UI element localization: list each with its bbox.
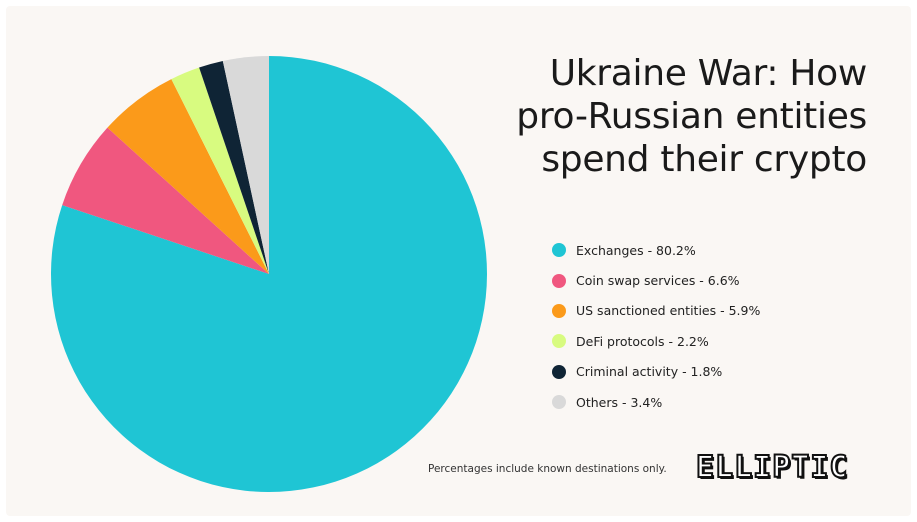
- legend-item-coin-swap: Coin swap services - 6.6%: [552, 265, 760, 295]
- legend-item-criminal: Criminal activity - 1.8%: [552, 357, 760, 387]
- legend-swatch-exchanges: [552, 243, 566, 258]
- legend-label-criminal: Criminal activity - 1.8%: [576, 364, 723, 380]
- chart-title-line-1: Ukraine War: How: [549, 53, 868, 94]
- pie-slice-us-sanctioned: [107, 79, 269, 274]
- legend-item-us-sanctioned: US sanctioned entities - 5.9%: [552, 296, 760, 326]
- pie-slice-coin-swap: [62, 127, 269, 274]
- chart-title: Ukraine War: How pro-Russian entities sp…: [447, 52, 867, 181]
- legend-label-us-sanctioned: US sanctioned entities - 5.9%: [576, 303, 761, 319]
- chart-title-line-3: spend their crypto: [541, 139, 867, 180]
- legend-label-exchanges: Exchanges - 80.2%: [576, 242, 696, 258]
- legend-item-exchanges: Exchanges - 80.2%: [552, 235, 760, 265]
- elliptic-logo: ELLIPTIC: [695, 449, 849, 486]
- legend-swatch-us-sanctioned: [552, 303, 566, 318]
- chart-card: Ukraine War: How pro-Russian entities sp…: [6, 6, 911, 516]
- legend-label-others: Others - 3.4%: [576, 394, 663, 410]
- legend-label-defi: DeFi protocols - 2.2%: [576, 333, 709, 349]
- legend-swatch-defi: [552, 334, 566, 349]
- pie-slice-exchanges: [51, 56, 488, 492]
- chart-title-line-2: pro-Russian entities: [516, 96, 867, 137]
- pie-slice-others: [222, 56, 269, 274]
- footnote: Percentages include known destinations o…: [428, 463, 667, 475]
- legend-swatch-criminal: [552, 364, 566, 379]
- legend: Exchanges - 80.2% Coin swap services - 6…: [552, 235, 760, 417]
- legend-label-coin-swap: Coin swap services - 6.6%: [576, 273, 740, 289]
- pie-slice-criminal: [199, 60, 269, 274]
- legend-item-defi: DeFi protocols - 2.2%: [552, 326, 760, 356]
- legend-item-others: Others - 3.4%: [552, 387, 760, 417]
- legend-swatch-coin-swap: [552, 273, 566, 288]
- pie-slice-defi: [171, 67, 269, 275]
- pie-chart: [51, 56, 488, 492]
- legend-swatch-others: [552, 395, 566, 410]
